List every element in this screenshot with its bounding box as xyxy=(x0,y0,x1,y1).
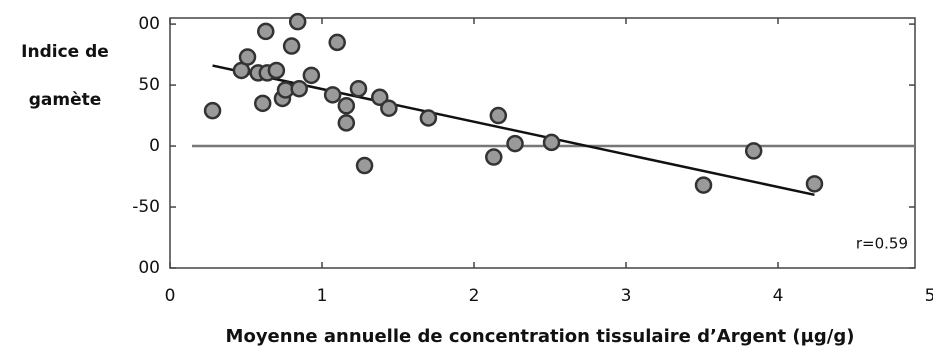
point xyxy=(805,175,824,193)
y-tick-label: 00 xyxy=(138,14,160,34)
point xyxy=(744,142,763,160)
point xyxy=(489,106,508,125)
trend-line xyxy=(212,64,815,197)
x-tick-label: 5 xyxy=(925,286,933,306)
point xyxy=(349,79,368,98)
point xyxy=(323,86,342,104)
y-axis-label: gamète xyxy=(29,90,102,110)
point xyxy=(257,22,275,41)
point xyxy=(302,66,321,85)
point xyxy=(203,101,222,120)
point xyxy=(267,61,286,80)
point xyxy=(694,176,713,194)
point xyxy=(337,97,356,115)
point xyxy=(542,133,561,152)
y-tick-label: 00 xyxy=(138,258,160,278)
point xyxy=(506,134,524,153)
point xyxy=(337,114,356,132)
point xyxy=(290,79,308,98)
point xyxy=(485,148,503,166)
y-axis-label: Indice de xyxy=(21,42,109,62)
point xyxy=(355,156,374,175)
x-tick-label: 0 xyxy=(165,286,176,306)
y-tick-label: 50 xyxy=(138,75,160,95)
point xyxy=(282,37,301,55)
y-tick-label: -50 xyxy=(132,197,160,217)
x-tick-label: 3 xyxy=(621,286,632,306)
x-tick-label: 2 xyxy=(469,286,480,306)
point xyxy=(328,33,346,52)
annotation: r=0.59 xyxy=(856,235,908,253)
point xyxy=(238,48,257,66)
x-tick-label: 4 xyxy=(773,286,784,306)
x-axis-label: Moyenne annuelle de concentration tissul… xyxy=(226,326,855,347)
x-tick-label: 1 xyxy=(317,286,328,306)
point xyxy=(419,109,438,127)
point xyxy=(288,12,307,31)
point xyxy=(253,94,272,113)
point xyxy=(380,99,398,117)
plot-frame xyxy=(169,17,916,269)
y-tick-label: 0 xyxy=(149,136,160,156)
point xyxy=(371,88,389,107)
